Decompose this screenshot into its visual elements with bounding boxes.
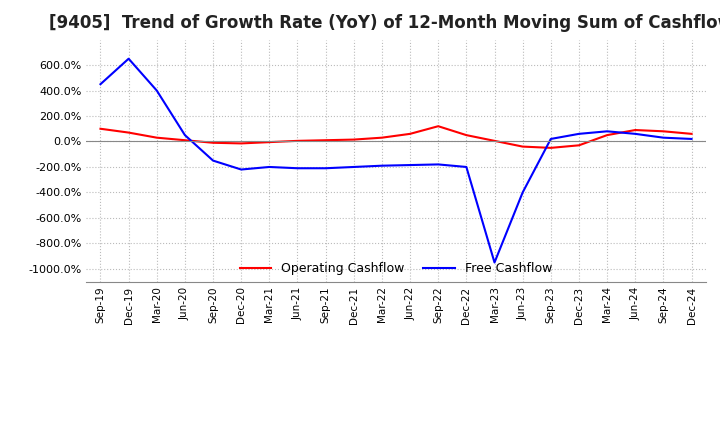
Operating Cashflow	[293, 138, 302, 143]
Operating Cashflow	[321, 138, 330, 143]
Free Cashflow	[293, 165, 302, 171]
Operating Cashflow	[603, 132, 611, 138]
Free Cashflow	[96, 81, 105, 87]
Operating Cashflow	[349, 137, 358, 142]
Operating Cashflow	[518, 144, 527, 149]
Operating Cashflow	[96, 126, 105, 132]
Free Cashflow	[377, 163, 386, 169]
Free Cashflow	[153, 88, 161, 93]
Free Cashflow	[462, 164, 471, 169]
Operating Cashflow	[377, 135, 386, 140]
Operating Cashflow	[631, 128, 639, 133]
Free Cashflow	[349, 164, 358, 169]
Operating Cashflow	[265, 139, 274, 145]
Operating Cashflow	[659, 128, 667, 134]
Free Cashflow	[631, 131, 639, 136]
Free Cashflow	[181, 132, 189, 138]
Free Cashflow	[406, 162, 415, 168]
Free Cashflow	[265, 164, 274, 169]
Free Cashflow	[490, 260, 499, 265]
Free Cashflow	[518, 190, 527, 195]
Operating Cashflow	[434, 124, 443, 129]
Title: [9405]  Trend of Growth Rate (YoY) of 12-Month Moving Sum of Cashflows: [9405] Trend of Growth Rate (YoY) of 12-…	[49, 15, 720, 33]
Free Cashflow	[659, 135, 667, 140]
Line: Operating Cashflow: Operating Cashflow	[101, 126, 691, 148]
Operating Cashflow	[237, 141, 246, 146]
Operating Cashflow	[687, 131, 696, 136]
Operating Cashflow	[153, 135, 161, 140]
Free Cashflow	[125, 56, 133, 61]
Free Cashflow	[321, 165, 330, 171]
Operating Cashflow	[406, 131, 415, 136]
Legend: Operating Cashflow, Free Cashflow: Operating Cashflow, Free Cashflow	[235, 257, 557, 280]
Free Cashflow	[603, 128, 611, 134]
Operating Cashflow	[209, 140, 217, 145]
Free Cashflow	[575, 131, 583, 136]
Operating Cashflow	[546, 145, 555, 150]
Line: Free Cashflow: Free Cashflow	[101, 59, 691, 263]
Operating Cashflow	[490, 138, 499, 143]
Operating Cashflow	[462, 132, 471, 138]
Free Cashflow	[687, 136, 696, 142]
Free Cashflow	[546, 136, 555, 142]
Operating Cashflow	[181, 138, 189, 143]
Operating Cashflow	[575, 143, 583, 148]
Operating Cashflow	[125, 130, 133, 135]
Free Cashflow	[209, 158, 217, 163]
Free Cashflow	[237, 167, 246, 172]
Free Cashflow	[434, 162, 443, 167]
